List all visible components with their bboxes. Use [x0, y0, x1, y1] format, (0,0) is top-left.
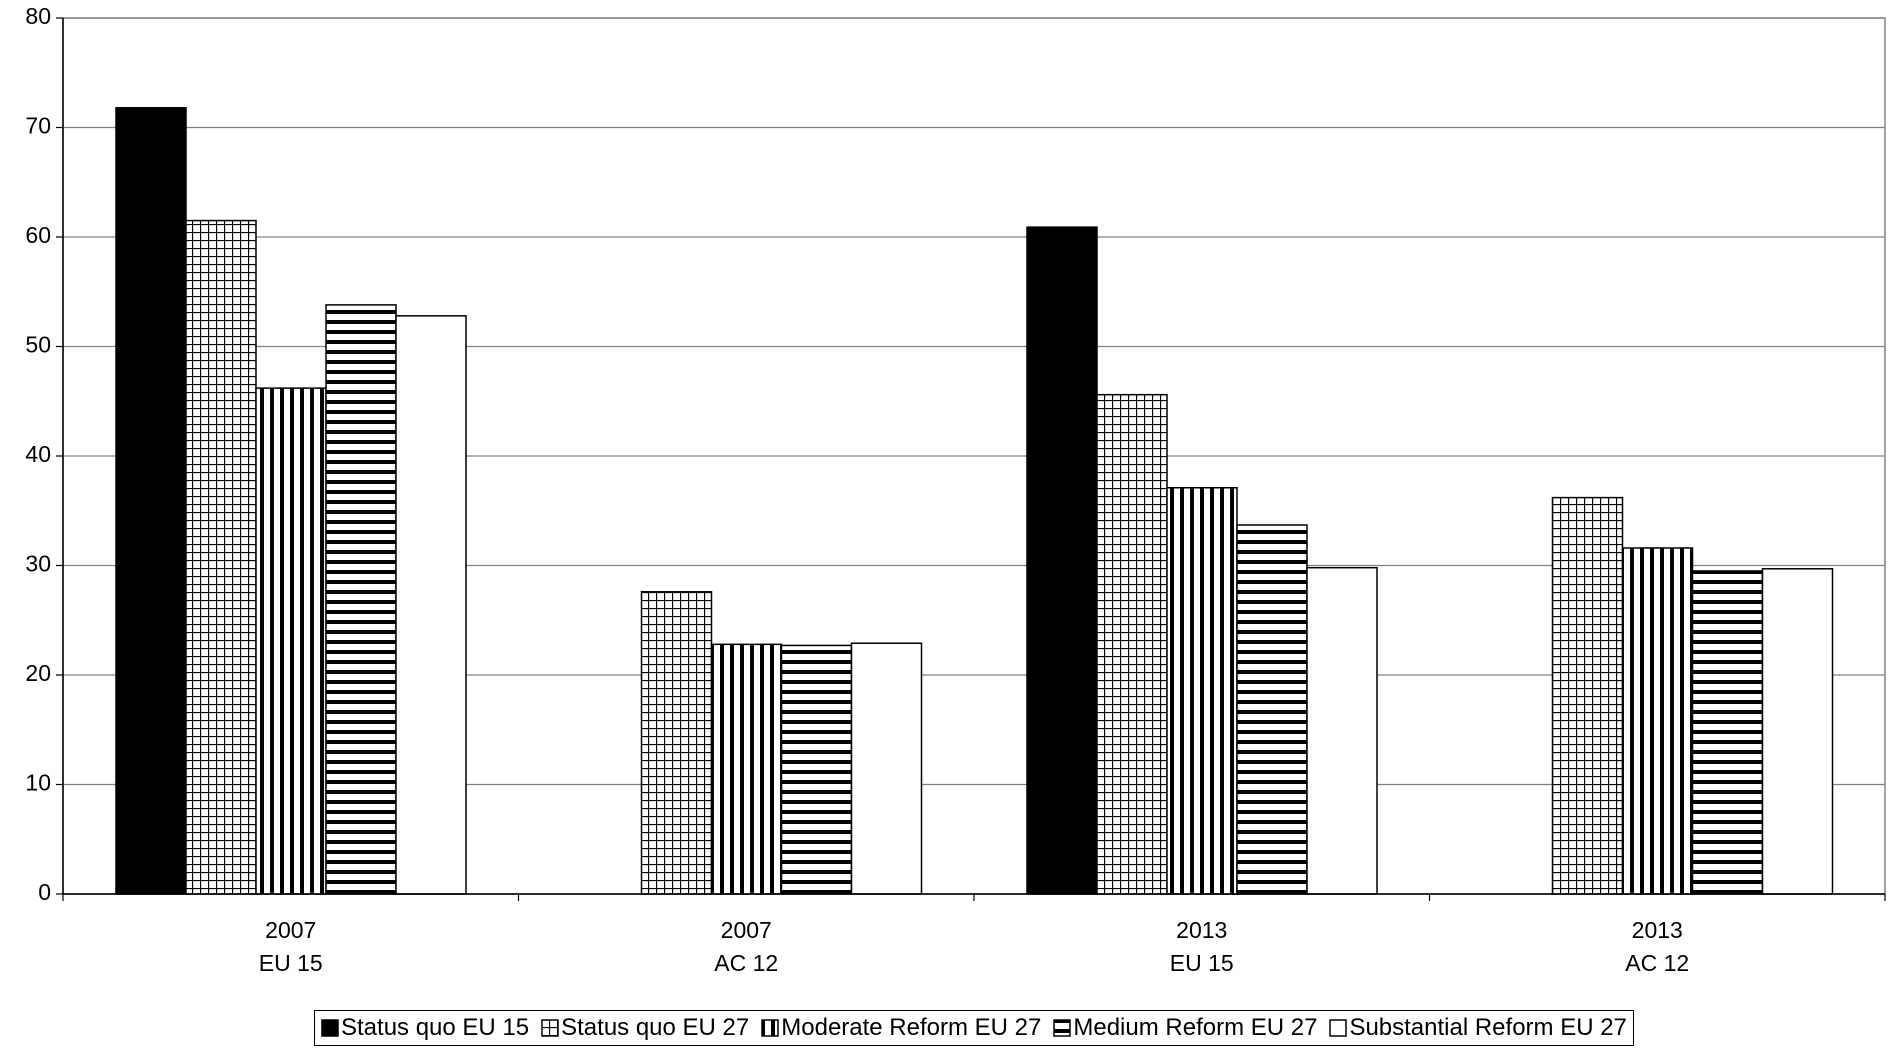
x-tick-label: 2007	[265, 917, 316, 943]
legend-swatch-box	[1329, 1019, 1348, 1037]
bar	[395, 315, 467, 895]
bar	[1096, 393, 1168, 895]
x-tick-label: AC 12	[714, 950, 778, 976]
bar	[115, 107, 187, 895]
x-tick-label: 2007	[721, 917, 772, 943]
bar	[1166, 487, 1238, 895]
bar	[1551, 496, 1624, 895]
bar	[1306, 566, 1378, 895]
legend-swatch	[321, 1019, 339, 1037]
y-tick-label: 30	[25, 551, 51, 577]
legend-label: Status quo EU 15	[341, 1014, 530, 1041]
y-tick-label: 0	[38, 879, 51, 905]
legend: Status quo EU 15 Status quo EU 27 Moderate…	[314, 1010, 1634, 1046]
x-tick-label: AC 12	[1625, 950, 1689, 976]
legend-swatch	[1053, 1019, 1072, 1037]
legend-swatch-box	[761, 1019, 779, 1037]
y-tick-label: 80	[25, 3, 51, 29]
legend-swatch	[541, 1019, 559, 1037]
legend-swatch	[761, 1019, 779, 1037]
legend-item: Moderate Reform EU 27	[761, 1014, 1041, 1042]
y-tick-label: 50	[25, 332, 51, 358]
x-tick-label: EU 15	[259, 950, 323, 976]
y-tick-label: 20	[25, 660, 51, 686]
bar	[1691, 570, 1764, 895]
legend-swatch-box	[541, 1019, 559, 1037]
bar	[640, 591, 713, 895]
bar	[325, 304, 397, 895]
legend-label: Substantial Reform EU 27	[1349, 1014, 1627, 1041]
x-tick-label: EU 15	[1170, 950, 1234, 976]
legend-swatch-box	[321, 1019, 339, 1037]
legend-swatch-box	[1053, 1019, 1072, 1037]
bar	[710, 643, 783, 895]
y-tick-label: 60	[25, 222, 51, 248]
bar	[1621, 547, 1694, 895]
y-tick-label: 10	[25, 770, 51, 796]
legend-item: Medium Reform EU 27	[1053, 1014, 1317, 1042]
bar	[780, 644, 853, 895]
bar	[255, 387, 327, 895]
legend-label: Medium Reform EU 27	[1073, 1014, 1318, 1041]
chart: 0 10 20 30 40 50 60 70 80 2007 EU 15 2007 AC 12 2013 E…	[25, 3, 1886, 976]
x-tick-label: 2013	[1632, 917, 1683, 943]
y-tick-label: 40	[25, 441, 51, 467]
bar	[185, 219, 257, 895]
legend-swatch	[1329, 1019, 1348, 1037]
y-tick-label: 70	[25, 113, 51, 139]
bar	[1761, 568, 1834, 895]
legend-item: Status quo EU 27	[541, 1014, 749, 1042]
bar	[1026, 226, 1098, 895]
legend-label: Moderate Reform EU 27	[781, 1014, 1042, 1041]
legend-item: Status quo EU 15	[321, 1014, 529, 1042]
bar	[1236, 524, 1308, 895]
legend-label: Status quo EU 27	[561, 1014, 750, 1041]
x-tick-label: 2013	[1176, 917, 1227, 943]
legend-item: Substantial Reform EU 27	[1329, 1014, 1627, 1042]
bar	[850, 642, 923, 895]
